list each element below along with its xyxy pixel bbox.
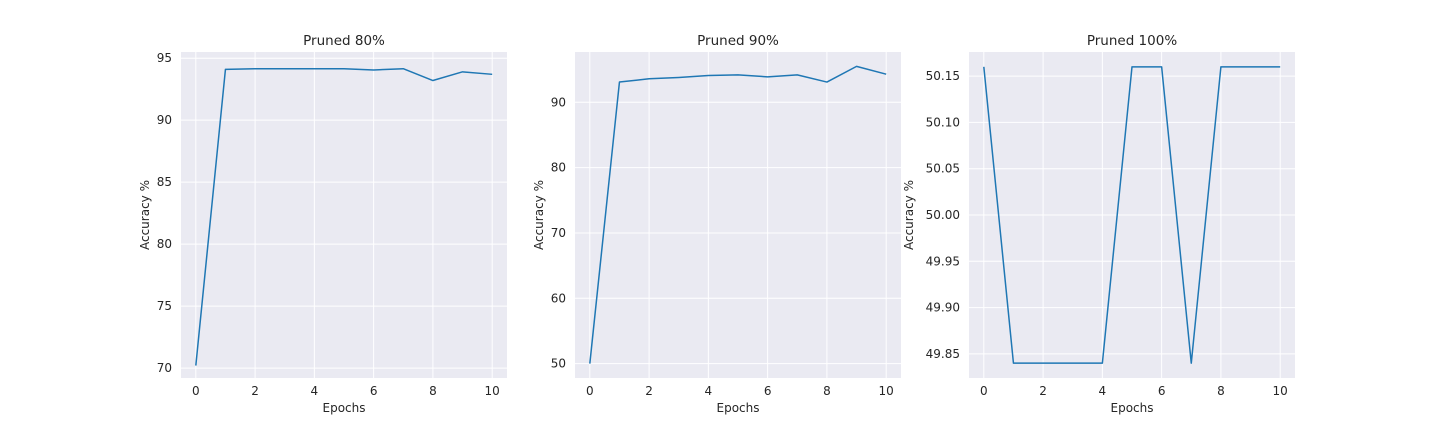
x-axis-label: Epochs [323, 401, 366, 415]
y-tick-label: 49.90 [926, 301, 960, 315]
x-tick-label: 10 [879, 384, 894, 398]
y-tick-label: 75 [157, 299, 172, 313]
subplot-pruned-90: 0 2 4 6 8 10 50 60 70 80 90 Pruned 90% Epochs Accurac… [532, 33, 901, 415]
x-tick-label: 2 [251, 384, 259, 398]
x-tick-label: 6 [1158, 384, 1166, 398]
x-tick-label: 4 [1099, 384, 1107, 398]
x-tick-label: 8 [429, 384, 437, 398]
x-tick-label: 6 [764, 384, 772, 398]
x-axis-label: Epochs [1111, 401, 1154, 415]
subplot-title: Pruned 90% [697, 33, 779, 49]
y-tick-label: 50.05 [926, 162, 960, 176]
x-tick-label: 0 [192, 384, 200, 398]
y-tick-label: 49.85 [926, 347, 960, 361]
x-tick-label: 4 [311, 384, 319, 398]
y-tick-label: 50.10 [926, 115, 960, 129]
y-tick-label: 50.00 [926, 208, 960, 222]
y-tick-label: 60 [551, 291, 566, 305]
x-tick-label: 2 [1039, 384, 1047, 398]
series-line [195, 67, 493, 366]
x-tick-label: 10 [1273, 384, 1288, 398]
x-tick-label: 2 [645, 384, 653, 398]
y-axis-label: Accuracy % [902, 180, 916, 250]
y-tick-label: 50 [551, 357, 566, 371]
y-tick-label: 70 [551, 226, 566, 240]
x-tick-label: 6 [370, 384, 378, 398]
y-axis-label: Accuracy % [532, 180, 546, 250]
x-tick-label: 10 [485, 384, 500, 398]
x-tick-label: 0 [980, 384, 988, 398]
plot-area [181, 52, 507, 378]
y-tick-label: 80 [157, 237, 172, 251]
y-tick-label: 95 [157, 51, 172, 65]
y-tick-label: 70 [157, 361, 172, 375]
x-tick-label: 8 [1217, 384, 1225, 398]
series-line [589, 65, 887, 364]
y-tick-label: 80 [551, 161, 566, 175]
y-tick-label: 85 [157, 175, 172, 189]
x-tick-label: 0 [586, 384, 594, 398]
y-axis-label: Accuracy % [138, 180, 152, 250]
subplot-pruned-80: 0 2 4 6 8 10 70 75 80 85 90 95 Pruned 80% Epochs Accur… [138, 33, 507, 415]
plot-area [575, 52, 901, 378]
y-tick-label: 90 [157, 113, 172, 127]
y-tick-label: 90 [551, 95, 566, 109]
y-tick-label: 49.95 [926, 254, 960, 268]
y-tick-label: 50.15 [926, 69, 960, 83]
x-tick-label: 8 [823, 384, 831, 398]
subplot-title: Pruned 80% [303, 33, 385, 49]
x-tick-label: 4 [705, 384, 713, 398]
x-axis-label: Epochs [717, 401, 760, 415]
series-line [983, 66, 1281, 364]
subplot-title: Pruned 100% [1087, 33, 1177, 49]
subplot-pruned-100: 0 2 4 6 8 10 49.85 49.90 49.95 50.00 50.05 50.10 50.… [902, 33, 1295, 415]
